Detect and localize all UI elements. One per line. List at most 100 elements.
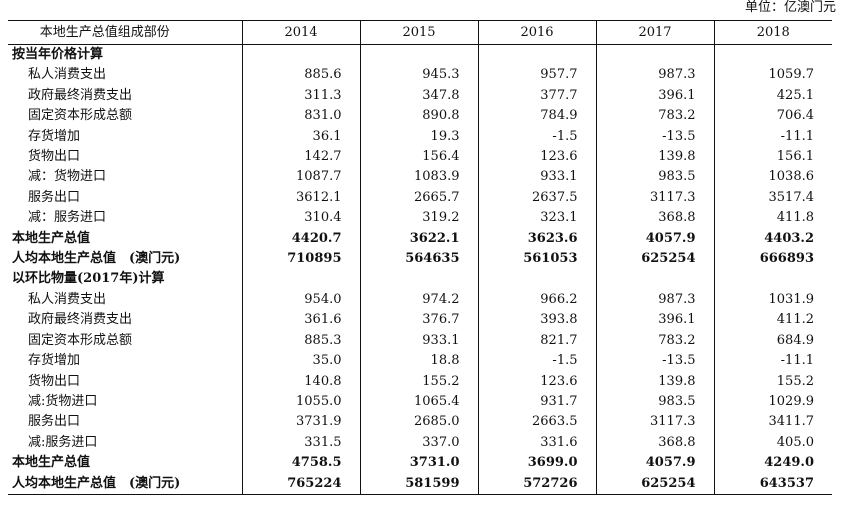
row-label: 私人消费支出 <box>28 291 107 307</box>
header-cell-component: 本地生产总值组成部份 <box>8 20 242 45</box>
table-cell: 377.7 <box>477 85 596 107</box>
table-cell: 1065.4 <box>359 391 478 413</box>
row-label: 按当年价格计算 <box>12 47 104 62</box>
table-cell <box>477 269 596 290</box>
table-cell: 572726 <box>477 473 596 495</box>
table-cell: 821.7 <box>477 330 596 352</box>
table-cell: 1059.7 <box>713 65 832 86</box>
table-cell: 966.2 <box>477 289 596 311</box>
table-cell: 933.1 <box>359 330 478 352</box>
table-cell: 561053 <box>477 249 596 270</box>
table-cell: 411.2 <box>713 310 832 331</box>
table-cell: 710895 <box>241 249 360 270</box>
table-cell: 4249.0 <box>713 453 832 474</box>
table-cell: 1083.9 <box>359 167 478 188</box>
row-label: 以环比物量(2017年)计算 <box>12 271 165 287</box>
table-cell: 155.2 <box>359 371 478 392</box>
table-cell <box>713 44 832 66</box>
table-cell: 361.6 <box>241 310 360 331</box>
table-cell: 3411.7 <box>713 412 832 433</box>
row-label: 人均本地生产总值 (澳门元) <box>12 251 181 267</box>
table-cell: 783.2 <box>595 106 714 127</box>
table-row: 货物出口 142.7 156.4 123.6 139.8 156.1 <box>8 147 832 168</box>
table-cell: 1055.0 <box>241 391 360 413</box>
table-cell: 1031.9 <box>713 289 832 311</box>
table-cell: 347.8 <box>359 85 478 107</box>
table-cell: 4057.9 <box>595 228 714 250</box>
table-cell: 954.0 <box>241 289 360 311</box>
table-row: 减：服务进口 310.4 319.2 323.1 368.8 411.8 <box>8 208 832 229</box>
table-cell: 3731.0 <box>359 453 478 474</box>
table-cell: -1.5 <box>477 351 596 372</box>
table-row: 政府最终消费支出 361.6 376.7 393.8 396.1 411.2 <box>8 310 832 331</box>
table-cell: 933.1 <box>477 167 596 188</box>
table-row: 私人消费支出 885.6 945.3 957.7 987.3 1059.7 <box>8 65 832 86</box>
table-cell: 156.4 <box>359 147 478 168</box>
table-cell: 323.1 <box>477 208 596 229</box>
table-cell: 35.0 <box>241 351 360 372</box>
header-row: 本地生产总值组成部份 2014 2015 2016 2017 2018 <box>8 20 832 45</box>
table-cell: 310.4 <box>241 208 360 229</box>
table-row: 按当年价格计算 <box>8 44 832 66</box>
table-row: 存货增加 36.1 19.3 -1.5 -13.5 -11.1 <box>8 126 832 148</box>
table-row: 固定资本形成总额 831.0 890.8 784.9 783.2 706.4 <box>8 106 832 127</box>
table-cell: 4420.7 <box>241 228 360 250</box>
row-label: 固定资本形成总额 <box>28 332 133 348</box>
row-label: 政府最终消费支出 <box>28 87 133 103</box>
table-cell: 983.5 <box>595 391 714 413</box>
table-cell <box>359 44 478 66</box>
row-label: 减：服务进口 <box>28 210 107 226</box>
table-cell: 784.9 <box>477 106 596 127</box>
header-cell-year: 2018 <box>713 20 832 45</box>
row-label: 政府最终消费支出 <box>28 312 133 328</box>
table-cell: -13.5 <box>595 351 714 372</box>
table-row: 人均本地生产总值 (澳门元) 765224 581599 572726 625254 64… <box>8 473 832 495</box>
table-cell: 368.8 <box>595 432 714 454</box>
row-label: 减：货物进口 <box>28 169 107 185</box>
table-cell: 123.6 <box>477 147 596 168</box>
table-cell: 3623.6 <box>477 228 596 250</box>
table-row: 本地生产总值 4758.5 3731.0 3699.0 4057.9 4249.0 <box>8 453 832 474</box>
table-row: 本地生产总值 4420.7 3622.1 3623.6 4057.9 4403.2 <box>8 228 832 250</box>
table-cell: 957.7 <box>477 65 596 86</box>
row-label: 私人消费支出 <box>28 67 107 83</box>
table-cell: 376.7 <box>359 310 478 331</box>
table-row: 存货增加 35.0 18.8 -1.5 -13.5 -11.1 <box>8 351 832 372</box>
table-cell: 4057.9 <box>595 453 714 474</box>
table-cell: 890.8 <box>359 106 478 127</box>
table-cell: 2637.5 <box>477 187 596 209</box>
table-cell: 987.3 <box>595 65 714 86</box>
unit-label: 单位：亿澳门元 <box>744 0 836 15</box>
row-label: 本地生产总值 <box>12 230 91 246</box>
table-cell: 885.3 <box>241 330 360 352</box>
table-row: 减:货物进口 1055.0 1065.4 931.7 983.5 1029.9 <box>8 391 832 413</box>
table-row: 减:服务进口 331.5 337.0 331.6 368.8 405.0 <box>8 432 832 454</box>
table-cell: 3731.9 <box>241 412 360 433</box>
table-cell: -11.1 <box>713 126 832 148</box>
table-row: 政府最终消费支出 311.3 347.8 377.7 396.1 425.1 <box>8 85 832 107</box>
table-cell: 2665.7 <box>359 187 478 209</box>
row-label: 货物出口 <box>28 149 81 165</box>
table-cell: 155.2 <box>713 371 832 392</box>
row-label: 减:服务进口 <box>28 434 98 450</box>
table-cell: 139.8 <box>595 147 714 168</box>
table-cell: 396.1 <box>595 310 714 331</box>
header-cell-year: 2015 <box>359 20 478 45</box>
table-cell: 405.0 <box>713 432 832 454</box>
table-cell: 396.1 <box>595 85 714 107</box>
table-cell: 1038.6 <box>713 167 832 188</box>
table-cell <box>595 44 714 66</box>
table-cell: 625254 <box>595 249 714 270</box>
table-cell: 783.2 <box>595 330 714 352</box>
table-cell: 2685.0 <box>359 412 478 433</box>
row-label: 存货增加 <box>28 353 81 369</box>
row-label: 服务出口 <box>28 414 81 430</box>
table-cell: 564635 <box>359 249 478 270</box>
table-cell: 140.8 <box>241 371 360 392</box>
table-row: 服务出口 3731.9 2685.0 2663.5 3117.3 3411.7 <box>8 412 832 433</box>
table-cell <box>359 269 478 290</box>
table-cell: 625254 <box>595 473 714 495</box>
table-body: 按当年价格计算 私人消费支出 885.6 945.3 957.7 987.3 1059.7 政… <box>8 44 832 495</box>
row-label: 固定资本形成总额 <box>28 108 133 124</box>
row-label: 存货增加 <box>28 128 81 144</box>
